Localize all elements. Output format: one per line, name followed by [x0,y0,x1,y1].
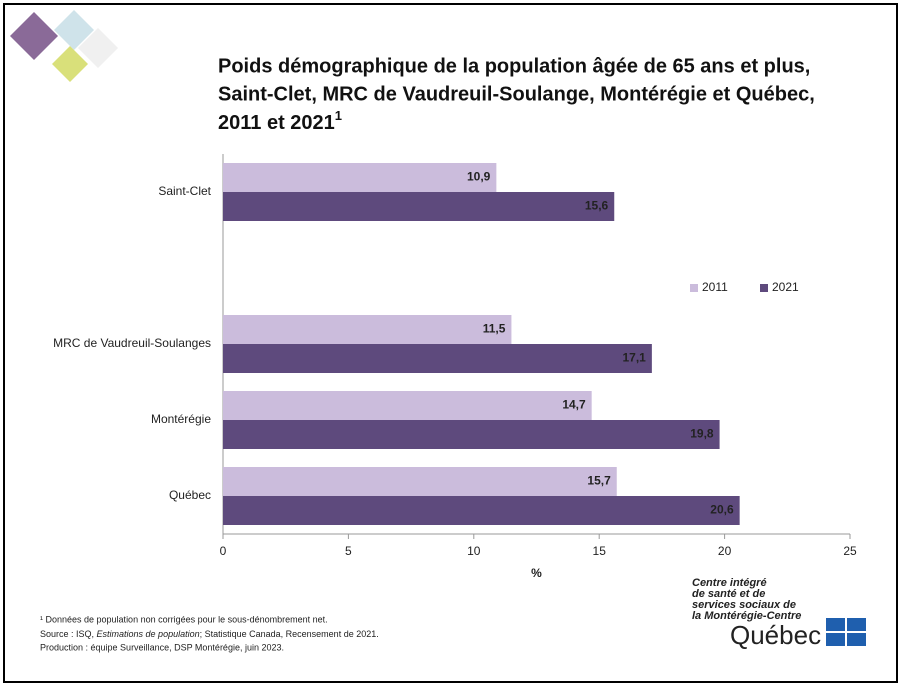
x-tick-label: 20 [718,544,732,558]
source-part: Estimations de population [97,629,200,639]
legend-label: 2021 [772,280,799,294]
bar [223,163,497,192]
x-axis-label: % [531,566,542,580]
y-tick-label: MRC de Vaudreuil-Soulanges [53,336,211,350]
value-label: 15,7 [587,474,611,488]
x-tick-label: 15 [593,544,607,558]
production: Production : équipe Surveillance, DSP Mo… [40,642,284,652]
value-label: 19,8 [690,427,714,441]
source-part: Source : ISQ, [40,629,97,639]
x-tick-label: 25 [843,544,857,558]
value-label: 17,1 [623,351,647,365]
logo: Centre intégré de santé et de services s… [692,577,866,650]
legend-swatch [760,284,768,292]
logo-text: de santé et de [692,588,765,600]
chart-title: Saint-Clet, MRC de Vaudreuil-Soulange, M… [218,83,815,105]
source: Source : ISQ, Estimations de population;… [40,629,379,639]
footnote: ¹ Données de population non corrigées po… [40,614,328,624]
x-tick-label: 10 [467,544,481,558]
logo-text: Centre intégré [692,577,767,589]
x-tick-label: 5 [345,544,352,558]
decoration [10,10,118,82]
chart-title: Poids démographique de la population âgé… [218,55,810,77]
bar [223,192,615,221]
bar [223,315,512,344]
source-part: ; Statistique Canada, Recensement de 202… [200,629,379,639]
bar [223,344,652,373]
logo-text: services sociaux de [692,599,796,611]
value-label: 10,9 [467,170,491,184]
bar [223,420,720,449]
logo-text: la Montérégie-Centre [692,610,801,622]
legend-swatch [690,284,698,292]
y-tick-label: Québec [169,488,211,502]
title-line: 2011 et 2021 [218,112,335,134]
superscript: 1 [335,108,342,123]
bar [223,467,617,496]
chart-title: 2011 et 20211 [218,108,342,134]
y-tick-label: Saint-Clet [158,184,211,198]
bar [223,496,740,525]
y-tick-label: Montérégie [151,412,211,426]
logo-name: Québec [730,620,821,650]
value-label: 11,5 [483,322,506,336]
value-label: 14,7 [562,398,586,412]
bar [223,391,592,420]
value-label: 15,6 [585,199,609,213]
x-tick-label: 0 [220,544,227,558]
legend-label: 2011 [702,280,728,294]
value-label: 20,6 [710,503,734,517]
